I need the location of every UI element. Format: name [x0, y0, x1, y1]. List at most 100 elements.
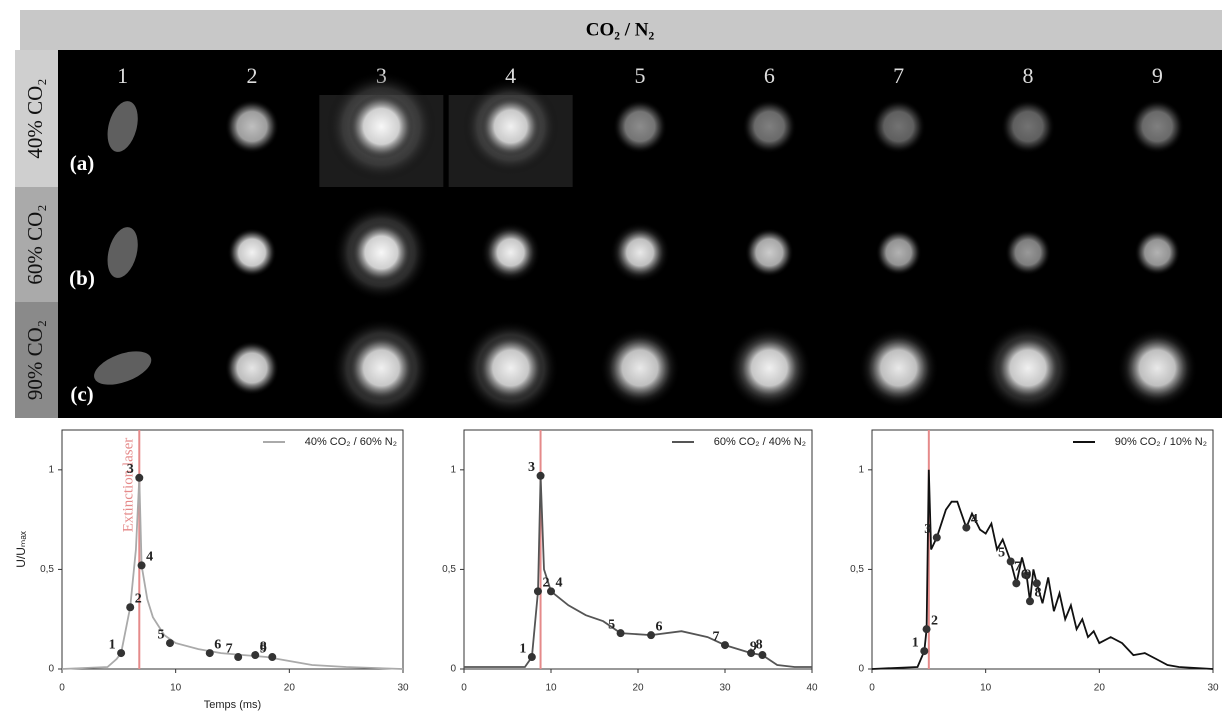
marker-label: 3	[924, 522, 931, 537]
plot-frame	[463, 429, 813, 670]
particle	[1124, 335, 1190, 401]
y-axis-label: U/Uₘₐₓ	[14, 531, 28, 568]
x-tick-label: 20	[632, 683, 644, 694]
plot-frame	[61, 429, 404, 670]
marker	[547, 587, 555, 596]
data-line	[61, 477, 404, 670]
marker	[932, 533, 941, 542]
x-tick-label: 0	[461, 683, 467, 694]
y-tick-label: 0,5	[850, 564, 864, 575]
marker	[1032, 579, 1041, 588]
marker	[758, 651, 767, 660]
column-number: 9	[1152, 63, 1163, 88]
marker-label: 1	[519, 641, 526, 656]
particle	[866, 335, 932, 401]
marker	[647, 631, 656, 640]
marker-label: 6	[656, 619, 663, 634]
particle	[225, 341, 279, 395]
marker	[721, 641, 729, 650]
particle	[871, 99, 926, 154]
legend-label: 40% CO₂ / 60% N₂	[305, 436, 397, 448]
column-number: 6	[764, 63, 775, 88]
x-tick-label: 10	[980, 683, 992, 694]
particle	[613, 99, 667, 154]
particle	[480, 96, 541, 157]
row-label: 40% CO₂	[23, 78, 47, 158]
particle	[745, 228, 794, 277]
marker	[1025, 597, 1034, 606]
marker-label: 7	[713, 629, 720, 644]
marker	[962, 523, 971, 532]
y-tick-label: 0	[48, 664, 54, 675]
particle-shape	[94, 351, 152, 385]
marker-label: 9	[260, 641, 267, 656]
y-tick-label: 1	[48, 464, 54, 475]
particle	[742, 99, 797, 154]
marker	[533, 587, 542, 596]
y-tick-label: 1	[450, 464, 456, 475]
marker-label: 9	[1024, 568, 1031, 583]
marker-label: 2	[931, 613, 938, 628]
marker	[527, 653, 536, 662]
x-tick-label: 40	[806, 683, 818, 694]
row-label-bg	[15, 187, 58, 302]
marker	[920, 647, 929, 656]
particle	[995, 335, 1061, 401]
marker-label: 5	[157, 627, 164, 642]
particle	[1134, 229, 1181, 276]
particle-shape	[107, 227, 138, 278]
marker-label: 5	[998, 546, 1005, 561]
marker-label: 6	[214, 637, 221, 652]
marker-label: 2	[135, 591, 142, 606]
column-number: 1	[117, 63, 128, 88]
x-tick-label: 30	[397, 683, 409, 694]
legend-label: 60% CO₂ / 40% N₂	[714, 436, 806, 448]
legend-label: 90% CO₂ / 10% N₂	[1115, 436, 1207, 448]
marker-label: 3	[528, 460, 535, 475]
marker	[251, 651, 260, 660]
particle	[348, 335, 414, 401]
y-tick-label: 0,5	[40, 564, 54, 575]
marker-label: 2	[542, 576, 549, 591]
particle	[875, 229, 922, 276]
x-tick-label: 20	[1094, 683, 1106, 694]
row-label-bg	[15, 302, 58, 418]
x-tick-label: 20	[284, 683, 296, 694]
marker	[1022, 571, 1031, 580]
x-tick-label: 10	[545, 683, 557, 694]
y-tick-label: 1	[858, 464, 864, 475]
marker	[117, 649, 126, 658]
row-label: 60% CO₂	[23, 204, 47, 284]
marker-label: 1	[109, 637, 116, 652]
marker	[137, 561, 146, 570]
marker	[536, 471, 545, 480]
figure-title: CO₂ / N₂	[586, 19, 655, 40]
marker	[922, 625, 931, 634]
particle	[607, 335, 673, 401]
marker-label: 4	[556, 576, 563, 591]
particle	[615, 228, 665, 277]
column-number: 2	[247, 63, 258, 88]
marker-label: 9	[750, 639, 757, 654]
marker-label: 8	[260, 639, 267, 654]
y-tick-label: 0	[450, 664, 456, 675]
x-tick-label: 30	[719, 683, 731, 694]
particle-shape	[107, 101, 138, 152]
x-tick-label: 10	[170, 683, 182, 694]
row-tag: (b)	[69, 266, 95, 290]
x-tick-label: 0	[59, 683, 65, 694]
y-tick-label: 0,5	[442, 564, 456, 575]
marker-label: 7	[226, 641, 233, 656]
annotation: Extinction laser	[121, 438, 137, 533]
marker-label: 5	[608, 617, 615, 632]
marker-label: 4	[146, 550, 153, 565]
column-number: 8	[1023, 63, 1034, 88]
data-line	[871, 469, 1214, 670]
marker-label: 4	[971, 512, 978, 527]
column-number: 5	[635, 63, 646, 88]
marker-label: 3	[127, 462, 134, 477]
marker	[234, 653, 243, 662]
particle	[225, 99, 279, 154]
x-tick-label: 0	[869, 683, 875, 694]
